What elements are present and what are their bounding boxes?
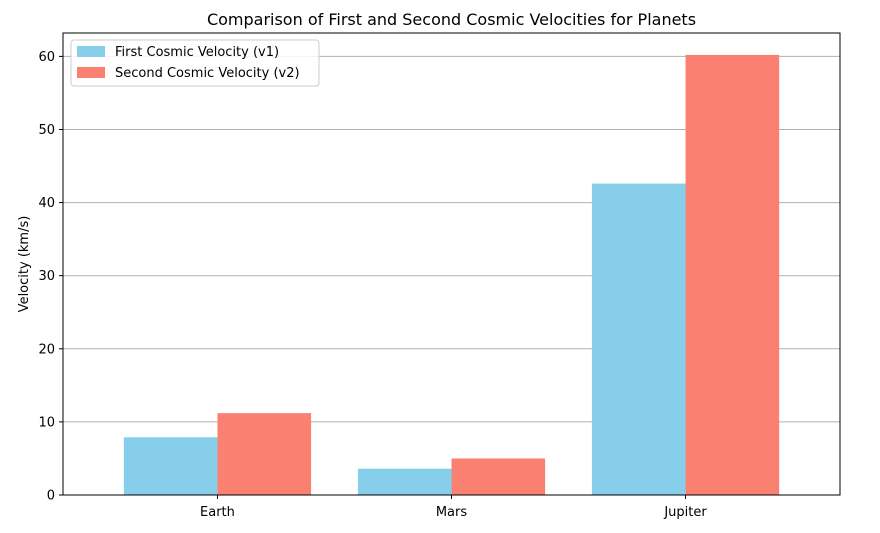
legend-swatch [77,46,105,57]
bars [123,54,780,495]
x-tick-label: Mars [436,505,468,520]
chart-title: Comparison of First and Second Cosmic Ve… [207,10,696,29]
y-tick-label: 20 [38,342,55,357]
legend: First Cosmic Velocity (v1) Second Cosmic … [70,39,320,87]
bar-v1-jupiter [591,183,686,495]
legend-swatch [77,67,105,78]
axes: 0 10 20 30 40 50 60 Earth Mars Jupiter [38,50,707,520]
y-tick-label: 30 [38,269,55,284]
y-axis-label: Velocity (km/s) [17,216,32,313]
legend-label: Second Cosmic Velocity (v2) [115,66,300,81]
bar-v2-earth [217,413,312,495]
bar-v1-mars [357,468,452,495]
legend-box [70,39,320,87]
y-tick-label: 50 [38,123,55,138]
bar-v2-jupiter [685,54,780,495]
legend-label: First Cosmic Velocity (v1) [115,45,279,60]
bar-v1-earth [123,437,218,495]
x-tick-label: Earth [200,505,235,520]
bar-v2-mars [451,458,546,495]
y-tick-label: 10 [38,415,55,430]
y-tick-label: 0 [47,489,55,504]
y-tick-label: 40 [38,196,55,211]
x-tick-label: Jupiter [663,505,707,520]
y-tick-label: 60 [38,50,55,65]
